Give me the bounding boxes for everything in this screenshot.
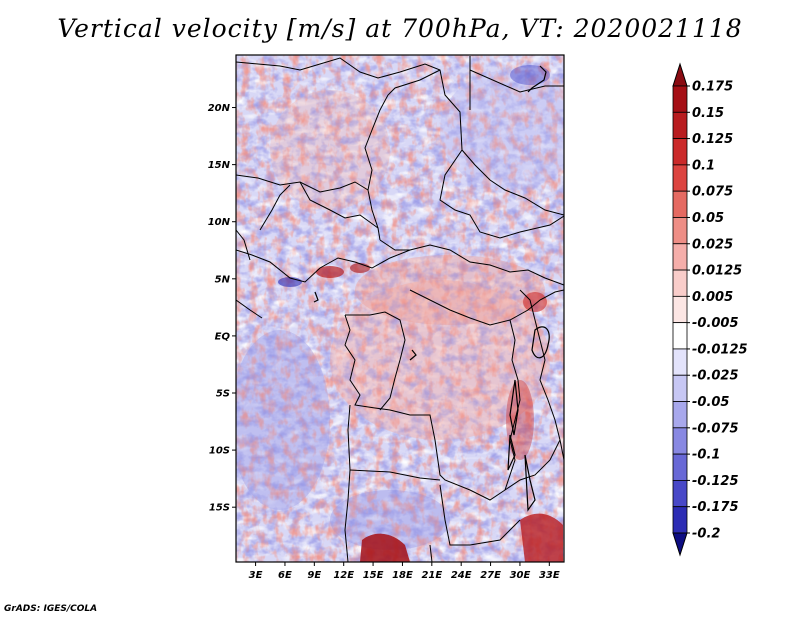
colorbar-swatch: [672, 427, 688, 455]
lon-tick-label: 27E: [480, 570, 501, 581]
colorbar-swatch: [672, 348, 688, 376]
country-borders: [236, 56, 564, 562]
colorbar-swatch: [672, 85, 688, 113]
lon-tick-label: 15E: [363, 570, 384, 581]
colorbar-label: -0.075: [692, 421, 739, 436]
lon-tick-label: 12E: [333, 570, 354, 581]
colorbar-label: 0.075: [692, 185, 733, 200]
longitude-axis: 3E 6E 9E 12E 15E 18E 21E 24E 27E 30E 33E: [249, 562, 560, 581]
colorbar-label: 0.0125: [692, 264, 742, 279]
lon-tick-label: 18E: [392, 570, 413, 581]
lon-tick-label: 6E: [278, 570, 292, 581]
colorbar-swatch: [672, 401, 688, 429]
lat-tick-label: 20N: [208, 103, 231, 114]
colorbar-label: 0.1: [692, 158, 715, 173]
software-credit: GrADS: IGES/COLA: [4, 604, 98, 614]
colorbar-label: -0.2: [692, 527, 720, 542]
colorbar-top-arrow: [672, 62, 688, 87]
lat-tick-label: 10S: [209, 446, 230, 457]
colorbar-swatch: [672, 111, 688, 139]
colorbar-swatch: [672, 374, 688, 402]
lon-tick-label: 9E: [307, 570, 321, 581]
lat-tick-label: 5N: [215, 274, 231, 285]
colorbar-swatch: [672, 506, 688, 534]
colorbar: 0.175 0.15 0.125 0.1 0.075 0.05 0.025 0.0125 0.0…: [672, 62, 748, 557]
colorbar-swatch: [672, 453, 688, 481]
lat-tick-label: 5S: [216, 389, 230, 400]
lat-tick-label: EQ: [215, 331, 231, 342]
colorbar-label: 0.15: [692, 106, 724, 121]
colorbar-label: -0.005: [692, 316, 739, 331]
lon-tick-label: 30E: [510, 570, 531, 581]
colorbar-swatch: [672, 322, 688, 350]
colorbar-label: -0.05: [692, 395, 729, 410]
colorbar-label: 0.025: [692, 237, 733, 252]
colorbar-label: 0.125: [692, 132, 733, 147]
lakes: [313, 65, 550, 512]
plot-title: Vertical velocity [m/s] at 700hPa, VT: 2…: [57, 14, 743, 43]
colorbar-label: 0.175: [692, 80, 733, 95]
lat-tick-label: 10N: [208, 217, 231, 228]
colorbar-swatch: [672, 243, 688, 271]
lat-tick-label: 15N: [208, 160, 231, 171]
colorbar-label: -0.125: [692, 474, 739, 489]
latitude-axis: 20N 15N 10N 5N EQ 5S 10S 15S: [208, 103, 236, 514]
colorbar-swatch: [672, 480, 688, 508]
colorbar-swatch: [672, 295, 688, 324]
lon-tick-label: 3E: [249, 570, 263, 581]
colorbar-swatch: [672, 217, 688, 245]
lat-tick-label: 15S: [209, 503, 230, 514]
lon-tick-label: 24E: [451, 570, 472, 581]
lon-tick-label: 33E: [539, 570, 560, 581]
colorbar-swatch: [672, 164, 688, 192]
lon-tick-label: 21E: [421, 570, 442, 581]
colorbar-label: -0.025: [692, 369, 739, 384]
colorbar-swatch: [672, 269, 688, 297]
colorbar-label: -0.1: [692, 448, 720, 463]
colorbar-label: 0.05: [692, 211, 724, 226]
velocity-field: [236, 55, 564, 562]
colorbar-swatch: [672, 138, 688, 166]
colorbar-label: 0.005: [692, 290, 733, 305]
plot-frame: [235, 54, 565, 563]
colorbar-bottom-arrow: [672, 532, 688, 557]
colorbar-swatch: [672, 190, 688, 218]
colorbar-label: -0.0125: [692, 342, 748, 357]
colorbar-label: -0.175: [692, 500, 739, 515]
